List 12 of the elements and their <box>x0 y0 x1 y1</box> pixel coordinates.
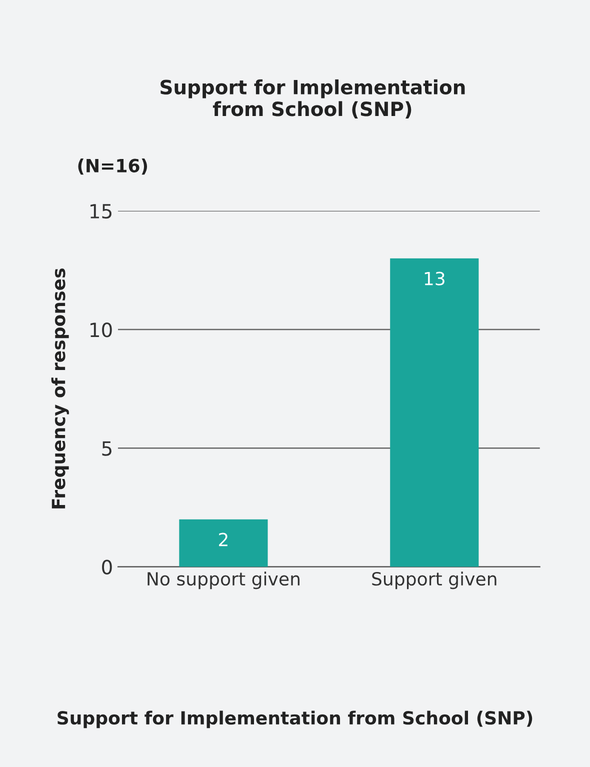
chart-title: Support for Implementation from School (SNP) <box>160 79 465 119</box>
y-axis-title: Frequency of responses <box>51 268 69 508</box>
y-tick-label: 5 <box>102 441 112 456</box>
y-tick-label: 10 <box>90 322 112 338</box>
data-label: 13 <box>424 272 444 286</box>
x-tick-label: No support given <box>148 572 300 590</box>
chart-subtitle: (N=16) <box>78 158 148 175</box>
data-label: 2 <box>219 532 228 546</box>
y-tick-label: 0 <box>102 560 112 574</box>
text: Support for Implementation from School (SNP) <box>58 710 532 728</box>
y-tick-label: 15 <box>90 204 112 219</box>
x-tick-label: Support given <box>372 572 496 590</box>
